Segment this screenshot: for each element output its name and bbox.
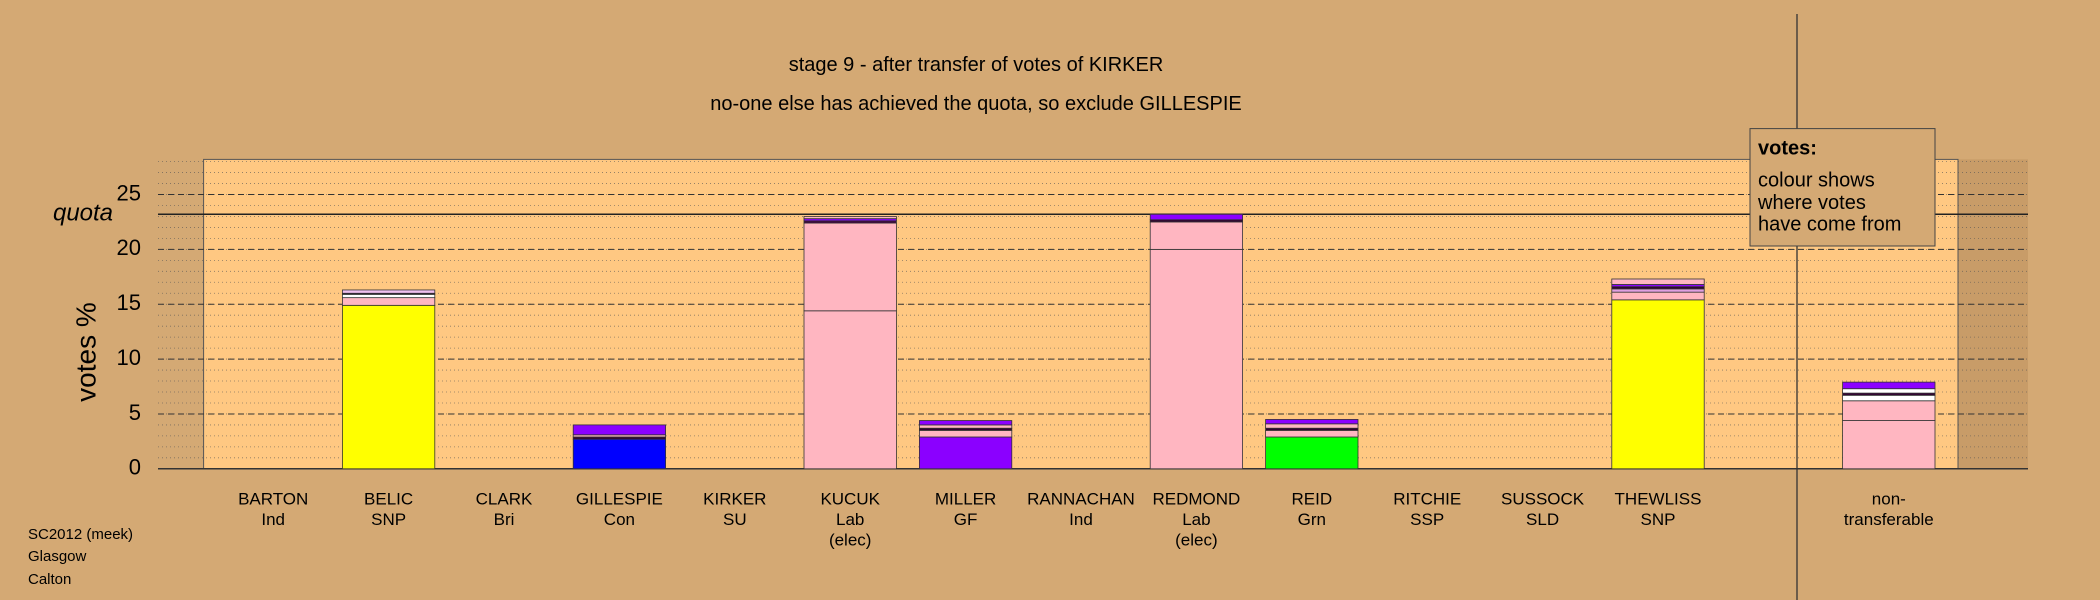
- x-tick-label: RITCHIE: [1393, 489, 1461, 508]
- y-axis-label: votes %: [70, 302, 101, 402]
- x-tick-label: non-: [1872, 489, 1906, 508]
- x-tick-label: transferable: [1844, 510, 1934, 529]
- bars: [341, 213, 1936, 470]
- x-tick-label: Bri: [494, 510, 515, 529]
- x-tick-label: Lab: [836, 510, 864, 529]
- x-tick-label: BARTON: [238, 489, 308, 508]
- x-tick-label: MILLER: [935, 489, 996, 508]
- bar-segment: [1842, 420, 1936, 470]
- bar-segment: [572, 438, 667, 470]
- bar-segment: [919, 420, 1013, 426]
- bar-segment: [803, 310, 897, 470]
- legend-title: votes:: [1758, 137, 1817, 159]
- y-tick-label: 25: [117, 180, 141, 205]
- footer: Calton: [28, 571, 71, 588]
- bar-segment: [1149, 221, 1243, 250]
- bar-segment: [803, 222, 897, 312]
- legend-text: have come from: [1758, 213, 1901, 235]
- bar-segment: [1265, 436, 1359, 470]
- x-tick-label: CLARK: [476, 489, 533, 508]
- bar-segment: [1842, 394, 1936, 402]
- bar-segment: [341, 293, 436, 299]
- bar-segment: [1611, 288, 1705, 293]
- legend-box: [1749, 128, 1936, 247]
- chart-subtitle: no-one else has achieved the quota, so e…: [710, 93, 1241, 115]
- bar-segment: [803, 216, 897, 220]
- y-tick-label: 10: [117, 345, 141, 370]
- bar-segment: [1842, 400, 1936, 421]
- legend-text: colour shows: [1758, 169, 1875, 191]
- legend-text: where votes: [1757, 192, 1866, 214]
- y-tick-label: 15: [117, 290, 141, 315]
- bar-segment: [1611, 291, 1705, 301]
- x-tick-label: RANNACHAN: [1027, 489, 1135, 508]
- x-tick-label: Grn: [1298, 510, 1326, 529]
- x-tick-label: BELIC: [364, 489, 413, 508]
- footer: SC2012 (meek): [28, 526, 133, 543]
- quota-label: quota: [53, 200, 113, 227]
- x-tick-label: Ind: [1069, 510, 1093, 529]
- bar-segment: [919, 424, 1013, 429]
- bar-segment: [1842, 388, 1936, 394]
- bar-segment: [1265, 423, 1359, 429]
- bar-segment: [919, 429, 1013, 438]
- bar-segment: [919, 436, 1013, 470]
- bar-segment: [1265, 419, 1359, 425]
- x-tick-label: (elec): [1175, 530, 1218, 549]
- bar-segment: [1842, 381, 1936, 390]
- bar-segment: [341, 304, 436, 470]
- x-tick-label: GF: [954, 510, 978, 529]
- x-tick-label: REID: [1291, 489, 1332, 508]
- x-tick-label: REDMOND: [1152, 489, 1240, 508]
- bar-segment: [341, 297, 436, 306]
- x-tick-label: GILLESPIE: [576, 489, 663, 508]
- side-shade: [1958, 159, 2028, 469]
- y-tick-label: 5: [129, 400, 141, 425]
- y-tick-label: 20: [117, 235, 141, 260]
- x-tick-label: (elec): [829, 530, 872, 549]
- bar-segment: [1149, 213, 1243, 221]
- x-tick-label: KUCUK: [820, 489, 880, 508]
- x-tick-label: SSP: [1410, 510, 1444, 529]
- bar-segment: [341, 289, 436, 294]
- x-tick-label: SNP: [371, 510, 406, 529]
- bar-segment: [1265, 429, 1359, 438]
- legend: votes: colour shows where votes have com…: [1749, 128, 1936, 247]
- footer: Glasgow: [28, 548, 87, 565]
- x-tick-label: SU: [723, 510, 747, 529]
- bar-segment: [572, 424, 667, 436]
- x-tick-label: KIRKER: [703, 489, 766, 508]
- grid: [158, 161, 2028, 470]
- x-tick-label: SLD: [1526, 510, 1559, 529]
- y-tick-label: 0: [129, 455, 141, 480]
- x-tick-label: Lab: [1182, 510, 1210, 529]
- bar-segment: [1149, 248, 1243, 470]
- x-tick-label: Ind: [261, 510, 285, 529]
- x-tick-label: THEWLISS: [1615, 489, 1702, 508]
- x-tick-label: Con: [604, 510, 635, 529]
- chart-title: stage 9 - after transfer of votes of KIR…: [789, 54, 1164, 76]
- bar-segment: [1611, 278, 1705, 285]
- bar-segment: [1611, 299, 1705, 470]
- x-tick-label: SNP: [1641, 510, 1676, 529]
- x-tick-label: SUSSOCK: [1501, 489, 1585, 508]
